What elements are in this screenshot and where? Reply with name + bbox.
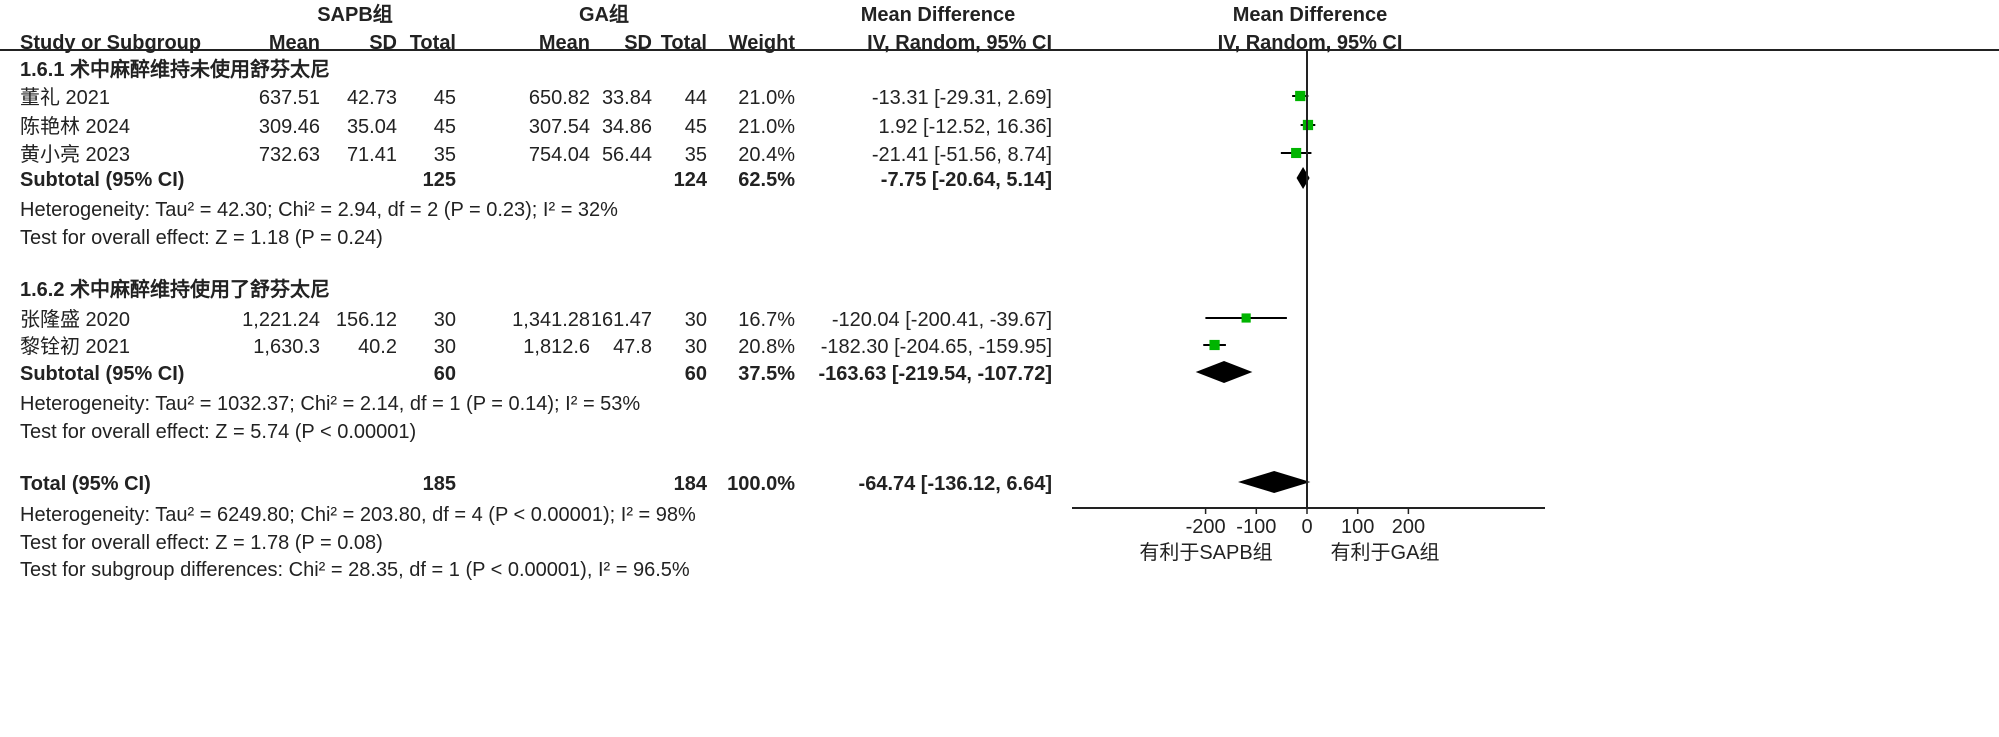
study-sd2: 161.47 xyxy=(590,309,652,331)
total-n2: 184 xyxy=(673,473,707,495)
study-square xyxy=(1209,339,1220,351)
study-sd2: 33.84 xyxy=(601,87,652,109)
study-n2: 45 xyxy=(684,116,707,138)
total-ci: -64.74 [-136.12, 6.64] xyxy=(858,473,1052,495)
study-m2: 754.04 xyxy=(528,144,590,166)
favours-left-label: 有利于SAPB组 xyxy=(1139,542,1273,564)
total2-header: Total xyxy=(660,32,707,54)
study-ci: -182.30 [-204.65, -159.95] xyxy=(820,336,1052,358)
study-n2: 30 xyxy=(684,309,707,331)
favours-right-label: 有利于GA组 xyxy=(1330,542,1440,564)
study-m1: 1,630.3 xyxy=(253,336,320,358)
total1-header: Total xyxy=(409,32,456,54)
subtotal-weight: 37.5% xyxy=(738,363,795,385)
weight-header: Weight xyxy=(728,32,795,54)
study-weight: 20.4% xyxy=(738,144,795,166)
subtotal-ci: -7.75 [-20.64, 5.14] xyxy=(880,169,1052,191)
subtotal-weight: 62.5% xyxy=(738,169,795,191)
sd1-header: SD xyxy=(369,32,397,54)
subtotal-label: Subtotal (95% CI) xyxy=(20,363,185,385)
study-m1: 732.63 xyxy=(258,144,320,166)
study-m1: 637.51 xyxy=(258,87,320,109)
study-n1: 35 xyxy=(433,144,456,166)
x-tick-label: 0 xyxy=(1301,516,1313,538)
study-square xyxy=(1291,147,1302,159)
heterogeneity-text: Heterogeneity: Tau² = 1032.37; Chi² = 2.… xyxy=(20,393,641,415)
summary-diamond xyxy=(1237,471,1311,493)
group1-header: SAPB组 xyxy=(317,4,393,26)
study-ci: -13.31 [-29.31, 2.69] xyxy=(871,87,1052,109)
study-n1: 30 xyxy=(433,336,456,358)
study-sd2: 34.86 xyxy=(601,116,652,138)
total-overall-effect-text: Test for overall effect: Z = 1.78 (P = 0… xyxy=(20,532,383,554)
x-tick-label: -200 xyxy=(1185,516,1226,538)
study-ci: -21.41 [-51.56, 8.74] xyxy=(871,144,1052,166)
study-n2: 30 xyxy=(684,336,707,358)
study-m1: 309.46 xyxy=(258,116,320,138)
overall-effect-text: Test for overall effect: Z = 5.74 (P < 0… xyxy=(20,421,417,443)
study-square xyxy=(1295,90,1306,102)
total-heterogeneity-text: Heterogeneity: Tau² = 6249.80; Chi² = 20… xyxy=(20,504,696,526)
overall-effect-text: Test for overall effect: Z = 1.18 (P = 0… xyxy=(20,227,383,249)
study-n2: 44 xyxy=(684,87,707,109)
study-sd1: 42.73 xyxy=(346,87,397,109)
total-label: Total (95% CI) xyxy=(20,473,151,495)
subtotal-n1: 60 xyxy=(433,363,456,385)
study-square xyxy=(1241,313,1251,323)
x-tick-label: 100 xyxy=(1341,516,1375,538)
study-name: 董礼 2021 xyxy=(20,87,111,109)
study-m1: 1,221.24 xyxy=(242,309,320,331)
study-name: 黄小亮 2023 xyxy=(20,144,131,166)
study-n1: 45 xyxy=(433,87,456,109)
study-m2: 307.54 xyxy=(528,116,590,138)
sd2-header: SD xyxy=(624,32,652,54)
group2-header: GA组 xyxy=(579,4,629,26)
study-weight: 21.0% xyxy=(738,87,795,109)
study-m2: 1,812.6 xyxy=(523,336,590,358)
study-ci: -120.04 [-200.41, -39.67] xyxy=(831,309,1052,331)
plot-title: Mean Difference xyxy=(1232,4,1388,26)
total-n1: 185 xyxy=(422,473,456,495)
subtotal-n1: 125 xyxy=(422,169,456,191)
study-weight: 20.8% xyxy=(738,336,795,358)
study-m2: 650.82 xyxy=(528,87,590,109)
subgroup-differences-text: Test for subgroup differences: Chi² = 28… xyxy=(20,559,690,581)
x-tick-label: -100 xyxy=(1236,516,1277,538)
study-sd2: 56.44 xyxy=(601,144,652,166)
study-n1: 30 xyxy=(433,309,456,331)
subgroup-title: 1.6.2 术中麻醉维持使用了舒芬太尼 xyxy=(20,279,331,301)
study-m2: 1,341.28 xyxy=(512,309,590,331)
study-weight: 16.7% xyxy=(738,309,795,331)
subtotal-label: Subtotal (95% CI) xyxy=(20,169,185,191)
study-ci: 1.92 [-12.52, 16.36] xyxy=(878,116,1052,138)
md-method-header: IV, Random, 95% CI xyxy=(867,32,1052,54)
header-divider xyxy=(0,49,1999,51)
study-name: 张隆盛 2020 xyxy=(20,309,131,331)
total-weight: 100.0% xyxy=(727,473,795,495)
study-name: 陈艳林 2024 xyxy=(20,116,131,138)
mean2-header: Mean xyxy=(538,32,590,54)
study-column-header: Study or Subgroup xyxy=(20,32,202,54)
study-weight: 21.0% xyxy=(738,116,795,138)
study-sd1: 35.04 xyxy=(346,116,397,138)
heterogeneity-text: Heterogeneity: Tau² = 42.30; Chi² = 2.94… xyxy=(20,199,618,221)
x-tick-label: 200 xyxy=(1391,516,1426,538)
mean1-header: Mean xyxy=(268,32,320,54)
study-n2: 35 xyxy=(684,144,707,166)
plot-method-header: IV, Random, 95% CI xyxy=(1217,32,1403,54)
md-column-title: Mean Difference xyxy=(860,4,1016,26)
subtotal-ci: -163.63 [-219.54, -107.72] xyxy=(818,363,1053,385)
study-sd1: 40.2 xyxy=(358,336,397,358)
study-sd1: 156.12 xyxy=(335,309,397,331)
subtotal-n2: 60 xyxy=(684,363,707,385)
study-name: 黎铨初 2021 xyxy=(20,336,131,358)
summary-diamond xyxy=(1195,361,1253,383)
subgroup-title: 1.6.1 术中麻醉维持未使用舒芬太尼 xyxy=(20,59,331,81)
study-n1: 45 xyxy=(433,116,456,138)
study-sd1: 71.41 xyxy=(346,144,397,166)
study-sd2: 47.8 xyxy=(613,336,652,358)
subtotal-n2: 124 xyxy=(673,169,707,191)
